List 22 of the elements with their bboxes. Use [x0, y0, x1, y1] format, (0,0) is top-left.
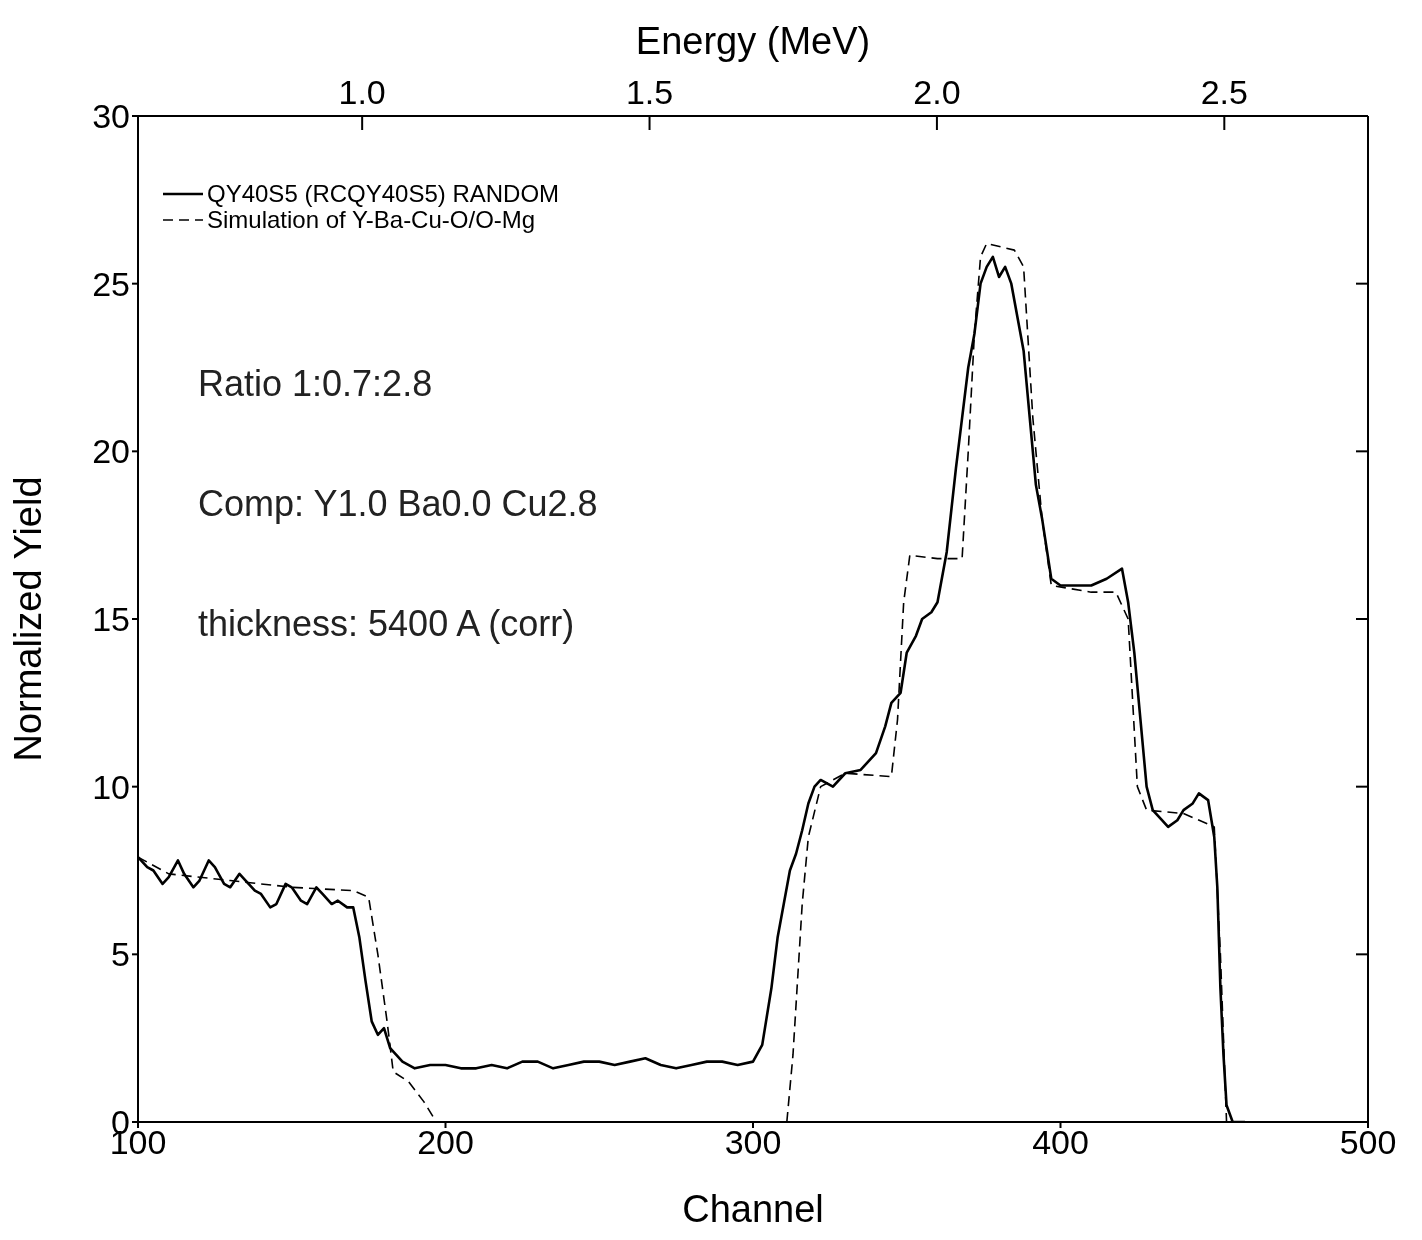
x-tick-label: 400 — [1032, 1123, 1089, 1162]
y-axis-title: Normalized Yield — [7, 476, 50, 762]
annotation: thickness: 5400 A (corr) — [198, 603, 575, 645]
x2-tick-label: 1.5 — [625, 73, 674, 111]
x-axis-title: Channel — [682, 1188, 824, 1230]
y-tick-label: 15 — [92, 600, 130, 639]
y-tick-label: 30 — [92, 97, 130, 136]
y-tick-label: 20 — [92, 432, 130, 471]
y-tick-label: 5 — [111, 935, 130, 974]
legend-label: Simulation of Y-Ba-Cu-O/O-Mg — [207, 206, 536, 233]
x2-tick-label: 2.5 — [1200, 73, 1248, 111]
x-tick-label: 300 — [724, 1123, 782, 1162]
legend-label: QY40S5 (RCQY40S5) RANDOM — [207, 180, 560, 207]
annotation: Ratio 1:0.7:2.8 — [198, 363, 433, 405]
x2-tick-label: 1.0 — [338, 73, 386, 111]
x-tick-label: 500 — [1339, 1123, 1397, 1162]
x-tick-label: 200 — [417, 1123, 474, 1162]
y-tick-label: 10 — [92, 767, 130, 806]
x2-tick-label: 2.0 — [913, 73, 961, 111]
y-tick-label: 25 — [92, 264, 130, 303]
annotation: Comp: Y1.0 Ba0.0 Cu2.8 — [198, 483, 598, 525]
x2-axis-title: Energy (MeV) — [635, 20, 871, 62]
